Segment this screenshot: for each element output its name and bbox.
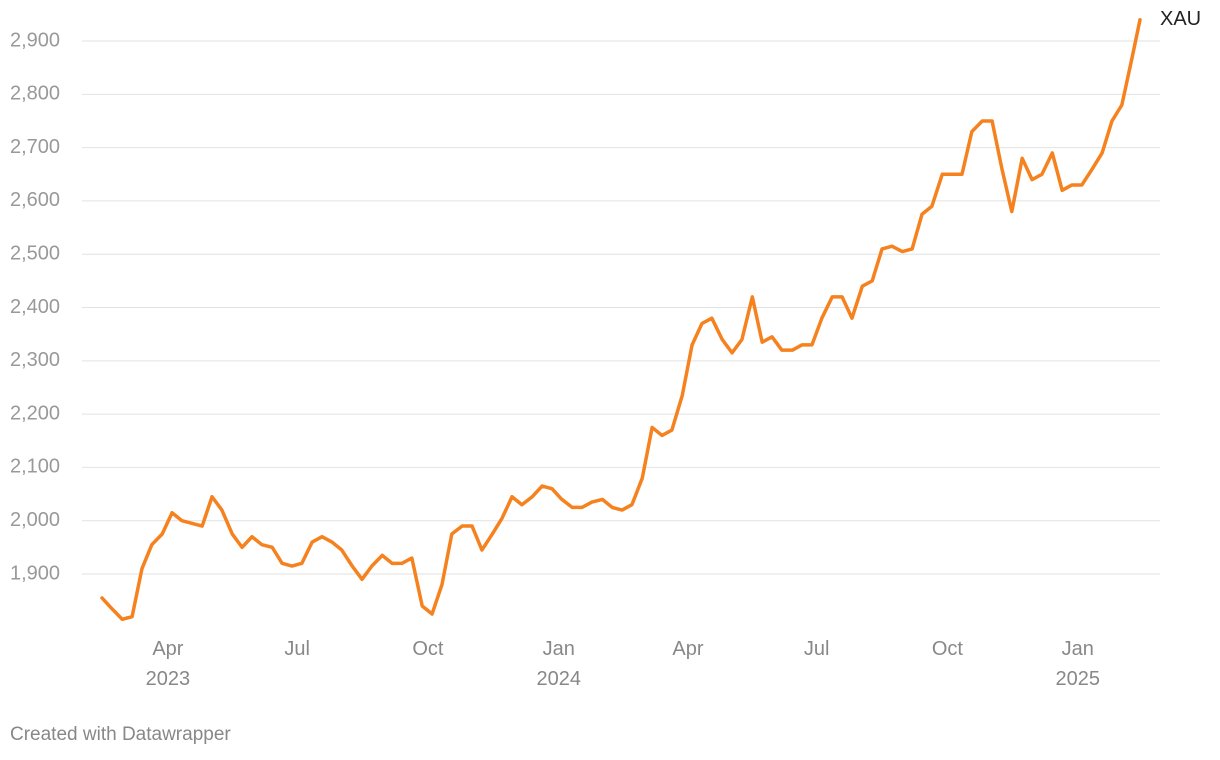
y-tick-label: 1,900 — [10, 562, 60, 584]
y-tick-label: 2,400 — [10, 296, 60, 318]
y-tick-label: 2,200 — [10, 402, 60, 424]
x-tick-label: Oct — [931, 638, 963, 660]
line — [100, 17, 1142, 622]
y-tick-label: 2,600 — [10, 189, 60, 211]
x-tick-label: Jul — [803, 638, 830, 660]
y-tick-label: 2,300 — [10, 349, 60, 371]
series-label: XAU — [1160, 8, 1201, 30]
x-tick-label: Oct — [412, 638, 444, 660]
y-tick-label: 2,000 — [10, 509, 60, 531]
y-tick-label: 2,700 — [10, 136, 60, 158]
x-tick-label: Jan 2024 — [536, 638, 581, 690]
y-tick-label: 2,800 — [10, 83, 60, 105]
x-tick-label: Jan 2025 — [1055, 638, 1100, 690]
x-tick-label: Jul — [284, 638, 310, 660]
credit: Created with Datawrapper — [10, 724, 231, 745]
y-tick-label: 2,100 — [10, 456, 60, 478]
x-tick-label: Apr 2023 — [145, 638, 191, 690]
y-tick-label: 2,900 — [10, 29, 60, 51]
x-tick-label: Apr — [672, 638, 704, 660]
y-tick-label: 2,500 — [10, 243, 60, 265]
